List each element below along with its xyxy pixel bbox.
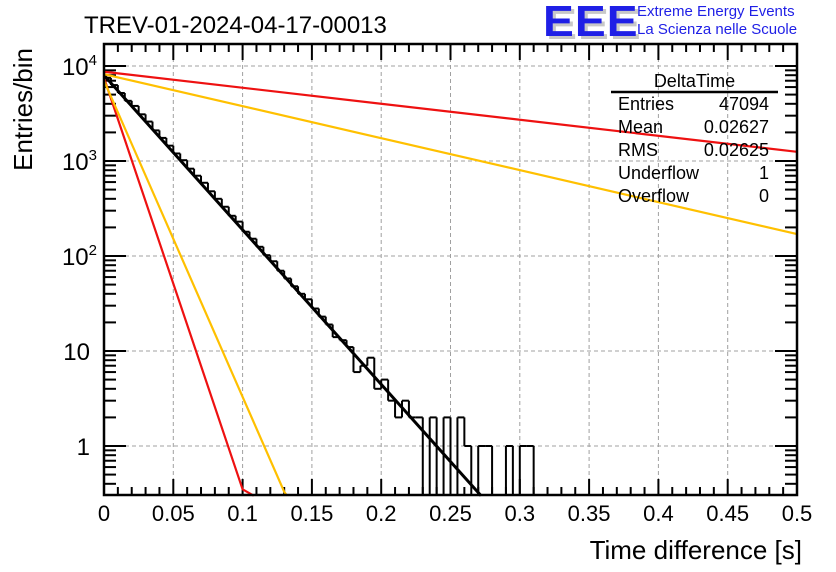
stats-label: Mean [618,117,663,137]
y-tick-label: 104 [62,52,97,81]
x-tick-labels: 0 0.05 0.1 0.15 0.2 0.25 0.3 0.35 0.4 0.45 0.5 [98,501,812,526]
stats-label: Overflow [618,186,690,206]
stats-value: 0 [759,186,769,206]
y-tick-label: 1 [77,434,90,461]
stats-label: RMS [618,140,658,160]
x-tick-label: 0.1 [227,501,258,526]
chart-title: TREV-01-2024-04-17-00013 [84,12,387,39]
fit-yellow-shallow [103,73,798,236]
fit-red-steep [102,77,255,497]
x-tick-label: 0.3 [505,501,536,526]
x-tick-label: 0.15 [290,501,333,526]
y-tick-label: 103 [62,147,97,176]
x-axis-label: Time difference [s] [590,535,802,565]
stats-box: DeltaTime Entries 47094 Mean 0.02627 RMS 0.026… [611,71,778,206]
stats-title: DeltaTime [654,71,735,91]
y-tick-label: 10 [63,339,90,366]
x-tick-label: 0.2 [366,501,397,526]
logo-line-2: La Scienza nelle Scuole [637,21,798,38]
logo-line-1: Extreme Energy Events [637,3,795,20]
stats-value: 1 [759,163,769,183]
y-axis-label: Entries/bin [8,48,38,171]
histogram-bars [104,76,797,496]
fit-yellow-steep [102,80,288,497]
x-tick-label: 0.5 [782,501,813,526]
y-tick-label: 102 [62,242,97,271]
fit-red-shallow [103,70,798,153]
x-tick-label: 0.35 [568,501,611,526]
x-tick-label: 0.45 [706,501,749,526]
stats-value: 0.02625 [704,140,769,160]
x-tick-label: 0.25 [429,501,472,526]
x-tick-label: 0.05 [152,501,195,526]
stats-value: 0.02627 [704,117,769,137]
axis-ticks [103,44,798,495]
grid [104,44,797,495]
x-tick-label: 0.4 [643,501,674,526]
x-tick-label: 0 [98,501,110,526]
eee-logo-text: Extreme Energy Events La Scienza nelle S… [637,3,797,39]
stats-label: Underflow [618,163,700,183]
stats-label: Entries [618,94,674,114]
eee-logo-mark: EEE [543,0,639,46]
stats-value: 47094 [719,94,769,114]
plot-frame [102,42,799,497]
